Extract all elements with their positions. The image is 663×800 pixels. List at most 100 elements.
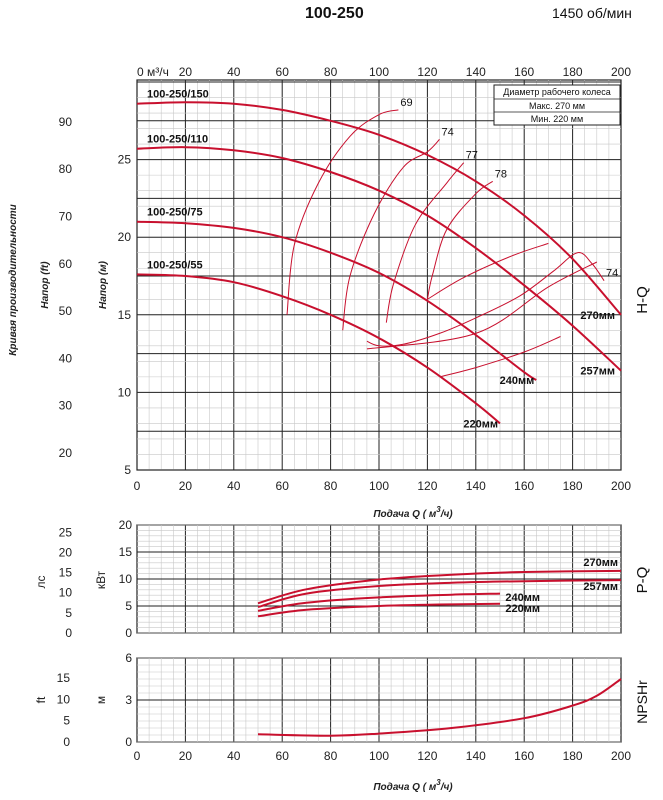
- hq-y-tick-m: 5: [124, 463, 131, 477]
- npsh-x-tick: 20: [179, 749, 193, 763]
- hq-y-tick-ft: 20: [59, 446, 73, 460]
- hq-top-x-tick: 200: [611, 65, 631, 79]
- hq-y-tick-ft: 30: [59, 399, 73, 413]
- hq-ylabel-ft: Напор (ft): [40, 261, 51, 309]
- efficiency-label: 74: [442, 126, 454, 138]
- hq-bottom-x-tick: 20: [179, 479, 193, 493]
- npsh-x-tick: 80: [324, 749, 338, 763]
- grid-layer: [136, 79, 622, 743]
- pq-ylabel-kw: кВт: [94, 570, 108, 589]
- npsh-ylabel-m: м: [94, 696, 108, 704]
- chart-title: 100-250: [305, 5, 364, 22]
- hq-y-tick-m: 25: [118, 153, 132, 167]
- hq-top-x-tick: 60: [276, 65, 290, 79]
- npsh-y-tick-ft: 15: [57, 671, 71, 685]
- hq-curve-name: 100-250/75: [147, 207, 203, 219]
- npsh-y-tick-m: 0: [125, 735, 132, 749]
- hq-top-x-tick: 120: [417, 65, 437, 79]
- hq-panel-label: H-Q: [634, 286, 651, 314]
- npsh-panel-label: NPSHr: [634, 680, 650, 724]
- hq-curve: [136, 273, 501, 425]
- npsh-y-tick-ft: 0: [63, 735, 70, 749]
- hq-y-tick-m: 10: [118, 385, 132, 399]
- hq-curve-name: 100-250/110: [147, 134, 208, 146]
- hq-ylabel-m: Напор (м): [98, 260, 109, 309]
- hq-bottom-x-tick: 160: [514, 479, 534, 493]
- pq-curve-label: 270мм: [583, 557, 618, 569]
- pq-y-tick-kw: 20: [119, 518, 133, 532]
- pq-curve: [257, 579, 622, 609]
- hq-y-tick-ft: 50: [59, 304, 73, 318]
- pq-y-tick-hp: 25: [59, 525, 73, 539]
- hq-top-x-tick: 40: [227, 65, 241, 79]
- npsh-xlabel: Подача Q ( м3/ч): [373, 778, 453, 793]
- pq-curve: [257, 602, 501, 618]
- efficiency-line: [439, 336, 561, 378]
- hq-y-tick-m: 20: [118, 230, 132, 244]
- hq-curve-end-label: 220мм: [463, 418, 498, 430]
- hq-y-tick-ft: 80: [59, 162, 73, 176]
- npsh-x-tick: 140: [466, 749, 486, 763]
- pq-y-tick-hp: 5: [65, 606, 72, 620]
- hq-bottom-x-tick: 80: [324, 479, 338, 493]
- efficiency-line: [426, 180, 493, 300]
- hq-curve: [136, 101, 622, 316]
- hq-y-tick-m: 15: [118, 308, 132, 322]
- hq-curve: [136, 220, 537, 381]
- pq-ylabel-hp: лс: [34, 575, 48, 588]
- impeller-box-min: Мин. 220 мм: [531, 114, 583, 124]
- pq-curve-label: 240мм: [505, 592, 540, 604]
- efficiency-line: [385, 162, 465, 323]
- left-caption: Кривая производительности: [8, 204, 19, 356]
- npsh-x-tick: 100: [369, 749, 389, 763]
- efficiency-line: [366, 252, 605, 347]
- npsh-y-tick-ft: 5: [63, 714, 70, 728]
- npsh-x-tick: 40: [227, 749, 241, 763]
- pq-curve-label: 220мм: [505, 603, 540, 615]
- hq-curve-end-label: 240мм: [500, 375, 535, 387]
- hq-curve-name: 100-250/55: [147, 259, 203, 271]
- npsh-x-tick: 0: [134, 749, 141, 763]
- hq-curve-end-label: 257мм: [580, 366, 615, 378]
- hq-bottom-x-tick: 140: [466, 479, 486, 493]
- npsh-x-tick: 60: [276, 749, 290, 763]
- efficiency-label: 74: [606, 268, 618, 280]
- hq-curve-name: 100-250/150: [147, 89, 209, 101]
- npsh-y-tick-ft: 10: [57, 692, 71, 706]
- hq-xlabel: Подача Q ( м3/ч): [373, 505, 453, 520]
- hq-bottom-x-tick: 200: [611, 479, 631, 493]
- pq-panel-label: P-Q: [634, 567, 651, 594]
- pq-y-tick-kw: 15: [119, 545, 133, 559]
- efficiency-line: [286, 109, 399, 315]
- pq-y-tick-hp: 10: [59, 586, 73, 600]
- hq-curve-end-label: 270мм: [580, 310, 615, 322]
- hq-bottom-x-tick: 100: [369, 479, 389, 493]
- hq-curve: [136, 146, 622, 372]
- efficiency-line: [366, 261, 598, 350]
- efficiency-label: 77: [466, 150, 478, 162]
- hq-bottom-x-tick: 0: [134, 479, 141, 493]
- hq-top-x-tick: 140: [466, 65, 486, 79]
- npsh-x-tick: 180: [563, 749, 583, 763]
- hq-y-tick-ft: 60: [59, 257, 73, 271]
- npsh-x-tick: 160: [514, 749, 534, 763]
- npsh-ylabel-ft: ft: [34, 696, 48, 703]
- pq-curve-label: 257мм: [583, 581, 618, 593]
- npsh-y-tick-m: 6: [125, 651, 132, 665]
- hq-top-x-tick: 20: [179, 65, 193, 79]
- npsh-x-tick: 200: [611, 749, 631, 763]
- efficiency-label: 78: [495, 168, 507, 180]
- hq-y-tick-ft: 40: [59, 351, 73, 365]
- hq-top-x-tick: 0 м³/ч: [137, 65, 169, 79]
- impeller-box: [493, 84, 621, 126]
- npsh-x-tick: 120: [417, 749, 437, 763]
- hq-bottom-x-tick: 40: [227, 479, 241, 493]
- hq-bottom-x-tick: 120: [417, 479, 437, 493]
- efficiency-line: [427, 242, 549, 300]
- pq-curve: [257, 592, 501, 612]
- pq-y-tick-kw: 5: [125, 599, 132, 613]
- hq-y-tick-ft: 90: [59, 115, 73, 129]
- hq-top-x-tick: 160: [514, 65, 534, 79]
